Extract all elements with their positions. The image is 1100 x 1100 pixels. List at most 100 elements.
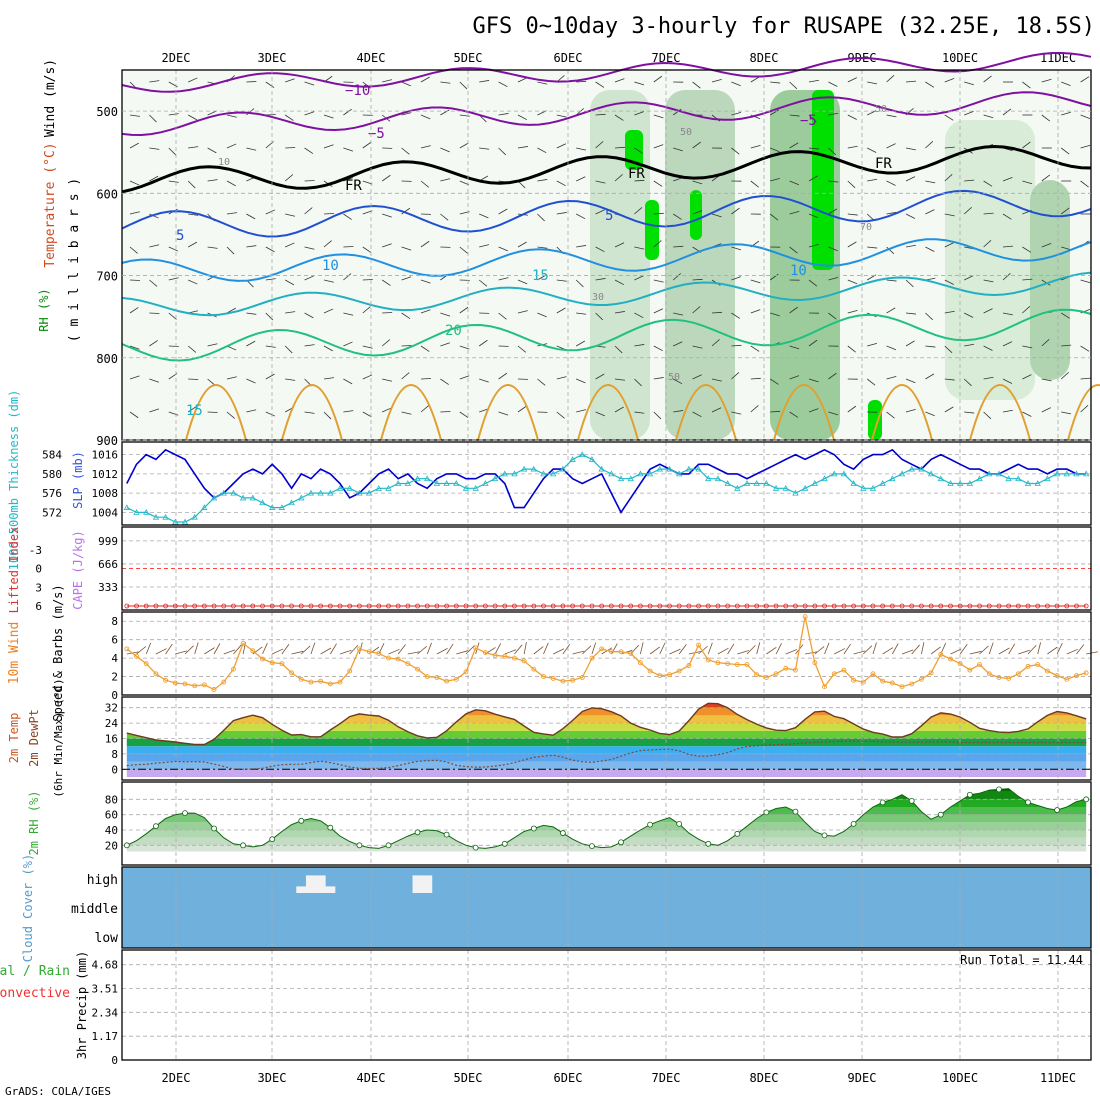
rh-marker	[734, 830, 741, 837]
wind-barb	[847, 180, 856, 189]
wind-barb	[401, 411, 412, 415]
wind-speed-marker	[744, 662, 750, 668]
wind-barb	[595, 246, 605, 253]
wind-barb	[886, 114, 897, 118]
lifted-index-marker	[386, 603, 391, 609]
warm-contour	[281, 384, 343, 441]
wind-barb	[498, 372, 508, 380]
thickness-marker	[1063, 470, 1070, 477]
temperature-band	[126, 723, 1087, 731]
thickness-tick: 584	[42, 449, 62, 462]
wind-barb	[828, 81, 838, 87]
wind-barb	[1080, 279, 1091, 284]
wind-barb	[343, 246, 354, 248]
wind-barb	[459, 306, 469, 314]
panel-frame	[121, 611, 1092, 696]
wind-barb	[634, 81, 645, 86]
wind-barb	[808, 378, 819, 383]
wind-barb	[653, 212, 664, 215]
wind-speed-marker	[860, 679, 866, 685]
wind-speed-marker	[754, 672, 760, 678]
wind-barb	[925, 312, 933, 321]
wind-barb	[572, 650, 585, 655]
wind-barb	[692, 345, 703, 349]
wind-barb	[517, 146, 528, 149]
wind-barb	[1061, 411, 1072, 415]
wind-barb	[304, 180, 315, 182]
lifted-index-tick: -3	[29, 544, 42, 557]
temperature-band	[126, 761, 1087, 770]
thickness-marker	[210, 494, 218, 501]
lifted-index-marker	[289, 603, 294, 609]
temperature-line	[126, 702, 1087, 746]
temperature-units-label: (6hr Min/Max) (°C)	[52, 678, 65, 797]
wind-barb	[789, 211, 800, 215]
wind-barb	[828, 208, 838, 215]
pressure-tick: 700	[96, 270, 118, 284]
wind-barb	[401, 81, 411, 87]
wind-speed-marker	[1054, 673, 1060, 679]
wind-barb	[420, 309, 431, 314]
wind-speed-marker	[967, 667, 973, 673]
thickness-marker	[957, 480, 964, 486]
date-label-top: 5DEC	[454, 51, 483, 65]
wind-barb	[537, 378, 546, 386]
wind-barb	[731, 147, 740, 155]
wind-barb	[459, 81, 468, 90]
date-label-top: 6DEC	[554, 51, 583, 65]
wind-barb	[426, 642, 432, 655]
wind-speed-marker	[250, 648, 256, 654]
wind-speed-marker	[337, 679, 343, 685]
wind-barb	[523, 642, 527, 655]
wind-barb	[465, 645, 475, 655]
wind-barb	[905, 409, 916, 413]
wind-barb	[343, 410, 354, 413]
wind-barb	[867, 343, 877, 347]
lifted-index-marker	[512, 603, 517, 609]
wind-barb	[905, 279, 914, 288]
wind-barb	[479, 213, 489, 219]
wind-barb	[944, 78, 955, 83]
rh-band	[126, 788, 1087, 792]
date-label-bottom: 9DEC	[848, 1071, 877, 1085]
wind-barb	[420, 378, 432, 380]
wind-barb	[226, 345, 237, 351]
rh-shading	[945, 120, 1035, 400]
thickness-marker	[511, 470, 518, 477]
wind-speed-marker	[541, 674, 546, 680]
temperature-tick: 16	[105, 733, 118, 746]
temperature-tick: 24	[105, 717, 119, 730]
wind-speed-marker	[889, 680, 895, 686]
thickness-marker	[627, 475, 634, 482]
wind-barb	[187, 406, 197, 413]
wind-barb	[731, 372, 740, 380]
wind-barb	[707, 642, 713, 655]
rh-tick: 40	[105, 824, 118, 837]
rh-marker	[966, 791, 973, 798]
wind-barb	[498, 277, 509, 281]
rh-shading	[590, 90, 650, 440]
wind-barb	[285, 378, 296, 381]
wind-speed-marker	[192, 683, 198, 689]
wind-barb	[653, 144, 664, 149]
temperature2m-panel: 0 8 16 24 32 2m Temp 2m DewPt (6hr Min/Max) (°C…	[7, 678, 1092, 798]
wind-barb	[959, 644, 968, 655]
wind-barb	[595, 209, 605, 215]
wind-speed-marker	[182, 681, 188, 687]
wind-barb	[129, 411, 139, 419]
wind-barb	[576, 312, 587, 315]
thickness-marker	[608, 470, 615, 477]
thickness-marker	[530, 465, 538, 472]
lifted-index-marker	[473, 603, 479, 609]
wind-barb	[692, 81, 701, 89]
lifted-index-marker	[628, 603, 634, 609]
wind-barb	[1061, 81, 1071, 86]
wind-barb	[343, 213, 352, 220]
thickness-marker	[462, 484, 470, 491]
wind-barb	[420, 240, 430, 248]
wind-barb	[591, 642, 597, 655]
wind-barb	[925, 246, 935, 252]
wind-barb	[285, 147, 296, 149]
wind-speed-marker	[376, 651, 382, 656]
wind-barb	[886, 246, 895, 255]
